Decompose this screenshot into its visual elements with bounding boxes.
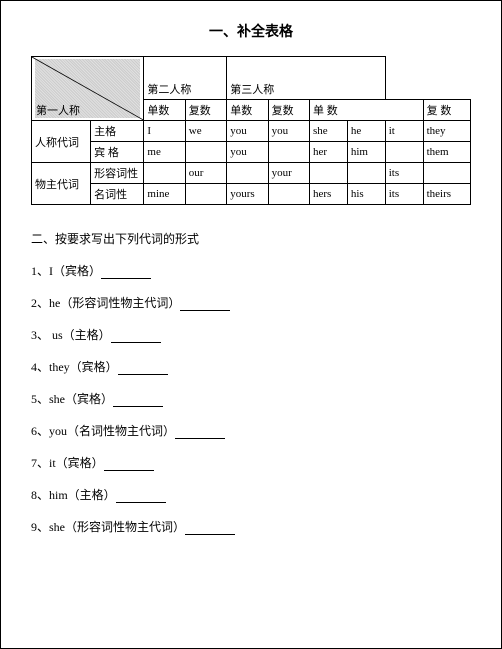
cell: mine: [144, 184, 185, 205]
hdr-singular2: 单数: [227, 100, 268, 121]
question-item: 5、she（宾格）: [31, 390, 471, 407]
answer-blank[interactable]: [175, 426, 225, 439]
cell: her: [310, 142, 348, 163]
cell: you: [268, 121, 309, 142]
hdr-singular3: 单 数: [310, 100, 424, 121]
header-person-1: 第一人称: [36, 102, 80, 118]
cell: its: [385, 163, 423, 184]
question-text: 4、they（宾格）: [31, 360, 118, 374]
cell: you: [227, 121, 268, 142]
cell: [347, 163, 385, 184]
cell: [385, 142, 423, 163]
cell: I: [144, 121, 185, 142]
question-item: 7、it（宾格）: [31, 454, 471, 471]
cell: [268, 184, 309, 205]
cell: it: [385, 121, 423, 142]
question-list: 1、I（宾格） 2、he（形容词性物主代词） 3、 us（主格） 4、they（…: [31, 262, 471, 535]
row-possessive: 物主代词: [32, 163, 91, 205]
section-2-title: 二、按要求写出下列代词的形式: [31, 230, 471, 247]
main-title: 一、补全表格: [31, 21, 471, 41]
cell: him: [347, 142, 385, 163]
question-text: 1、I（宾格）: [31, 264, 101, 278]
cell: [268, 142, 309, 163]
sub-subject: 主格: [91, 121, 144, 142]
answer-blank[interactable]: [101, 266, 151, 279]
sub-noun: 名词性: [91, 184, 144, 205]
header-person-3: 第三人称: [227, 57, 386, 100]
cell: his: [347, 184, 385, 205]
answer-blank[interactable]: [185, 522, 235, 535]
question-text: 5、she（宾格）: [31, 392, 113, 406]
question-item: 6、you（名词性物主代词）: [31, 422, 471, 439]
question-text: 8、him（主格）: [31, 488, 116, 502]
question-text: 9、she（形容词性物主代词）: [31, 520, 185, 534]
question-item: 2、he（形容词性物主代词）: [31, 294, 471, 311]
cell: they: [423, 121, 470, 142]
answer-blank[interactable]: [113, 394, 163, 407]
cell: its: [385, 184, 423, 205]
cell: you: [227, 142, 268, 163]
hdr-plural: 复数: [185, 100, 226, 121]
answer-blank[interactable]: [180, 298, 230, 311]
question-item: 3、 us（主格）: [31, 326, 471, 343]
cell: he: [347, 121, 385, 142]
header-person-2: 第二人称: [144, 57, 227, 100]
question-item: 9、she（形容词性物主代词）: [31, 518, 471, 535]
row-personal: 人称代词: [32, 121, 91, 163]
cell: [185, 142, 226, 163]
cell: theirs: [423, 184, 470, 205]
cell: hers: [310, 184, 348, 205]
cell: our: [185, 163, 226, 184]
hdr-plural2: 复数: [268, 100, 309, 121]
answer-blank[interactable]: [104, 458, 154, 471]
page: 一、补全表格 第一人称 第二人称 第三人称 单数 复数 单数 复数 单 数 复 …: [0, 0, 502, 649]
cell: your: [268, 163, 309, 184]
sub-adj: 形容词性: [91, 163, 144, 184]
hdr-singular: 单数: [144, 100, 185, 121]
question-text: 7、it（宾格）: [31, 456, 104, 470]
cell: them: [423, 142, 470, 163]
cell: she: [310, 121, 348, 142]
answer-blank[interactable]: [116, 490, 166, 503]
cell: [310, 163, 348, 184]
sub-object: 宾 格: [91, 142, 144, 163]
cell: [227, 163, 268, 184]
question-item: 4、they（宾格）: [31, 358, 471, 375]
cell: yours: [227, 184, 268, 205]
hdr-plural3: 复 数: [423, 100, 470, 121]
diagonal-header-cell: 第一人称: [32, 57, 144, 121]
answer-blank[interactable]: [118, 362, 168, 375]
question-item: 1、I（宾格）: [31, 262, 471, 279]
cell: me: [144, 142, 185, 163]
question-text: 2、he（形容词性物主代词）: [31, 296, 180, 310]
pronoun-table: 第一人称 第二人称 第三人称 单数 复数 单数 复数 单 数 复 数 单数复数 …: [31, 56, 471, 205]
question-text: 6、you（名词性物主代词）: [31, 424, 175, 438]
cell: [185, 184, 226, 205]
question-text: 3、 us（主格）: [31, 328, 111, 342]
cell: [144, 163, 185, 184]
question-item: 8、him（主格）: [31, 486, 471, 503]
cell: we: [185, 121, 226, 142]
cell: [423, 163, 470, 184]
answer-blank[interactable]: [111, 330, 161, 343]
